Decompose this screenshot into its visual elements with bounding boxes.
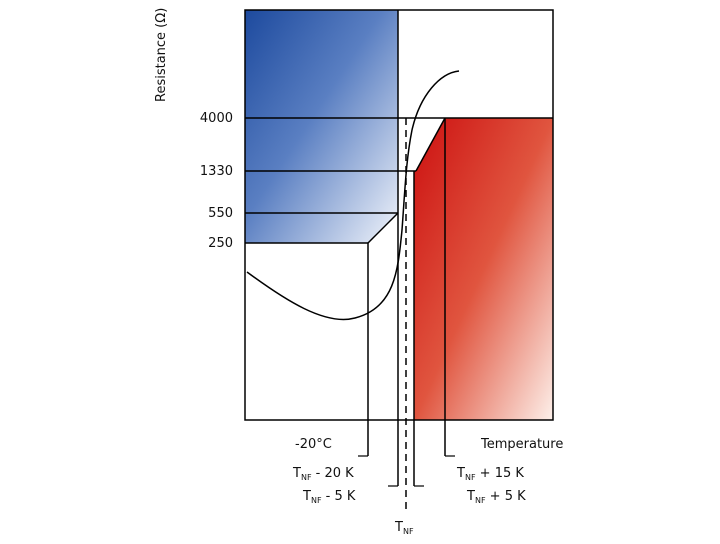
hot-region [414,118,553,420]
ptc-curve [246,70,460,321]
cold-region [245,10,398,243]
marker-label-tnf-minus20: TNF - 20 K [292,466,354,482]
resistance-label-1330: 1330 [200,164,233,179]
marker-label-tnf-plus15: TNF + 15 K [456,466,524,482]
x-axis-label: Temperature [480,437,563,452]
diagram-frame [244,9,554,421]
marker-label-tnf-minus5: TNF - 5 K [302,489,356,505]
cold-diagonal [367,212,399,244]
marker-label-minus20: -20°C [295,437,332,452]
marker-label-tnf-plus5: TNF + 5 K [466,489,526,505]
resistance-label-250: 250 [208,236,233,251]
y-axis-label: Resistance (Ω) [154,8,169,102]
hot-diagonal [415,117,446,172]
marker-label-tnf: TNF [394,520,414,536]
resistance-label-4000: 4000 [200,111,233,126]
resistance-label-550: 550 [208,206,233,221]
